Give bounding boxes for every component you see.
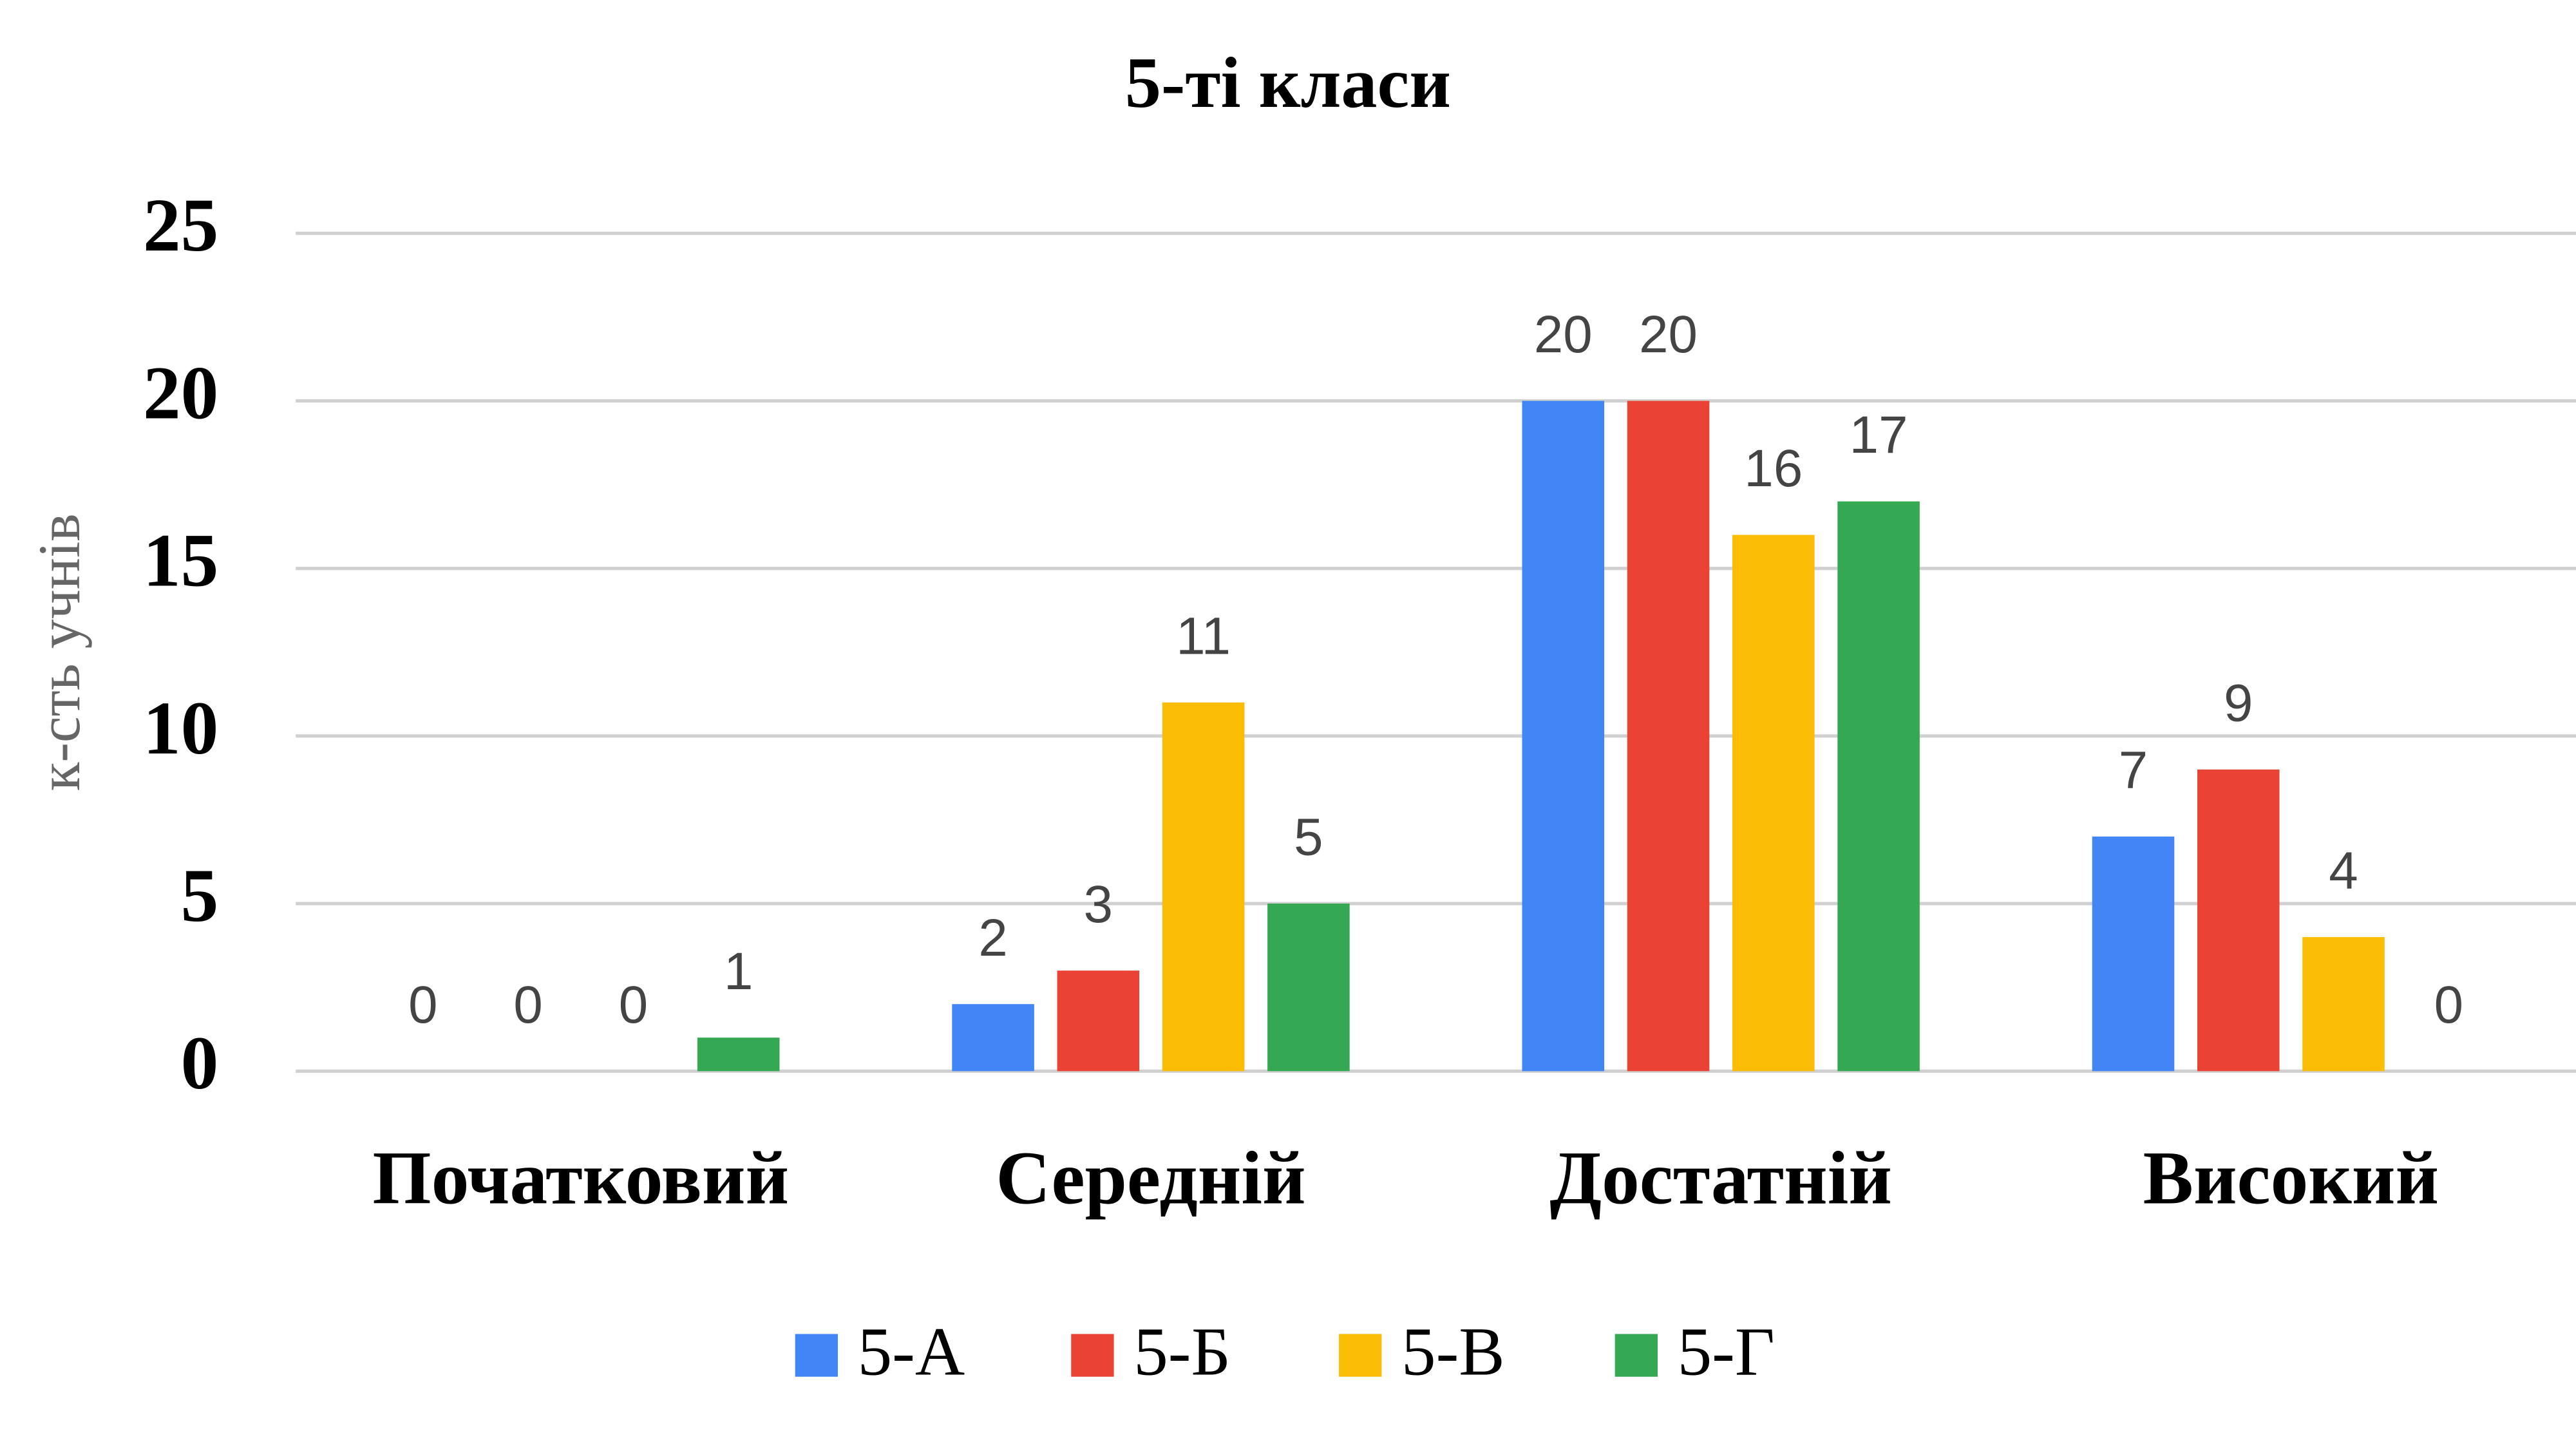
bar <box>1837 501 1920 1072</box>
bar <box>2197 769 2280 1072</box>
chart-title: 5-ті класи <box>1125 43 1451 123</box>
bar <box>1267 904 1350 1072</box>
bar <box>697 1037 780 1072</box>
legend-swatch <box>1071 1334 1114 1377</box>
y-axis-label: к-сть учнів <box>26 513 92 791</box>
data-label: 11 <box>1176 607 1231 665</box>
y-tick-label: 10 <box>143 687 218 770</box>
x-tick-label: Достатній <box>1549 1137 1892 1220</box>
data-label: 20 <box>1639 305 1698 364</box>
data-label: 9 <box>2224 674 2253 733</box>
legend-swatch <box>1615 1334 1658 1377</box>
legend-label: 5-А <box>858 1314 965 1390</box>
data-label: 0 <box>513 976 542 1034</box>
data-label: 7 <box>2119 741 2148 800</box>
bar <box>1522 401 1605 1072</box>
data-label: 3 <box>1084 875 1113 934</box>
data-label: 0 <box>408 976 437 1034</box>
data-label: 16 <box>1744 439 1803 498</box>
bar <box>2302 937 2385 1072</box>
y-tick-label: 25 <box>143 184 218 267</box>
bar <box>2092 836 2175 1072</box>
legend-swatch <box>1339 1334 1382 1377</box>
bar <box>1732 535 1815 1072</box>
legend-label: 5-Б <box>1133 1314 1231 1390</box>
x-tick-label: Початковий <box>372 1137 789 1220</box>
data-label: 4 <box>2329 842 2358 900</box>
y-tick-label: 5 <box>181 854 219 938</box>
y-tick-label: 15 <box>143 519 218 603</box>
x-tick-label: Високий <box>2143 1137 2439 1220</box>
legend-swatch <box>795 1334 838 1377</box>
y-tick-label: 20 <box>143 351 218 435</box>
legend-label: 5-Г <box>1678 1314 1775 1390</box>
data-label: 5 <box>1294 808 1323 867</box>
data-label: 0 <box>2434 976 2463 1034</box>
y-tick-label: 0 <box>181 1021 219 1105</box>
bar <box>1162 702 1245 1072</box>
bar <box>1057 971 1140 1072</box>
data-label: 17 <box>1850 406 1908 464</box>
x-tick-label: Середній <box>996 1137 1305 1220</box>
data-label: 20 <box>1534 305 1593 364</box>
data-label: 2 <box>978 909 1007 967</box>
legend-label: 5-В <box>1401 1314 1505 1390</box>
data-label: 1 <box>724 942 753 1001</box>
bar <box>952 1004 1034 1072</box>
bar <box>1627 401 1710 1072</box>
data-label: 0 <box>619 976 648 1034</box>
